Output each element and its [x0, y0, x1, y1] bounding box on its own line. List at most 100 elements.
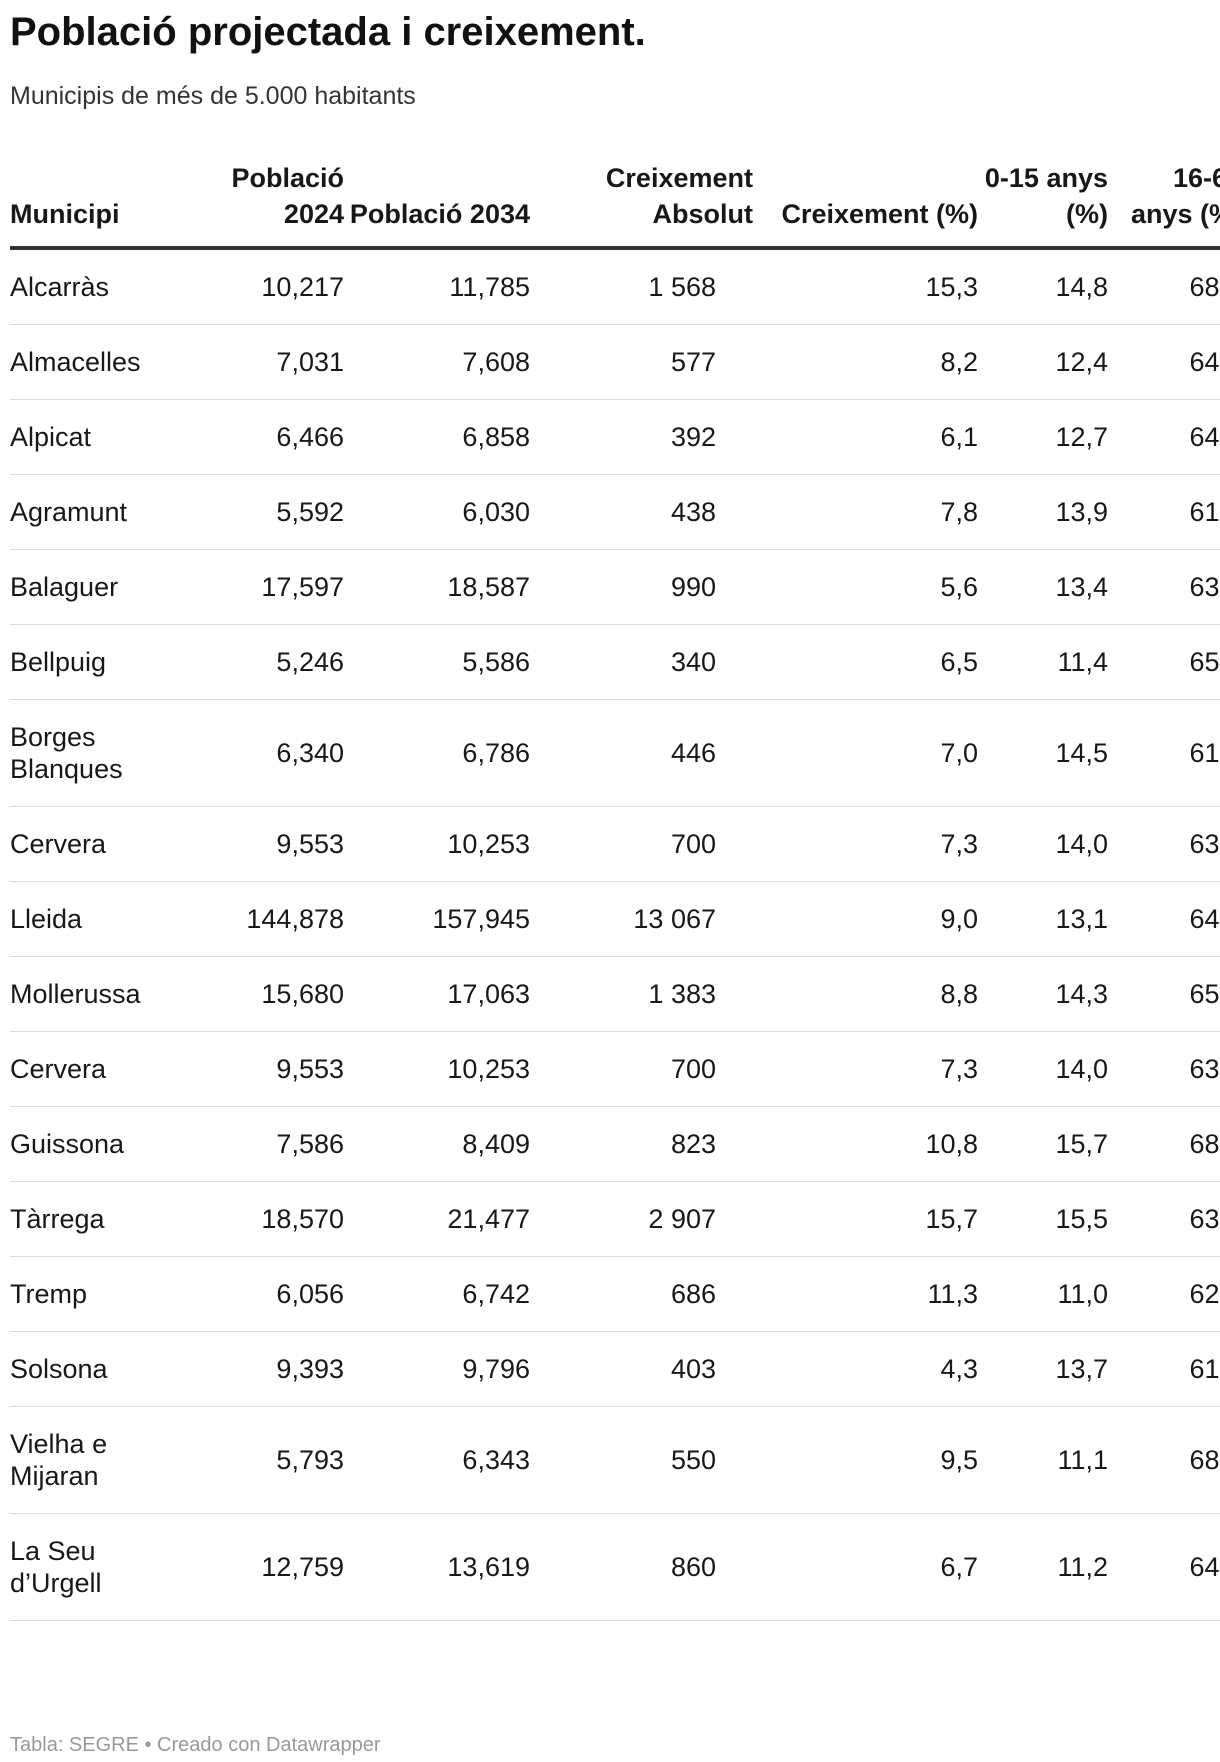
table-cell: 18,570: [170, 1181, 344, 1257]
table-cell: 9,796: [344, 1331, 530, 1407]
table-cell: 12,759: [170, 1513, 344, 1621]
table-cell: 61,7: [1108, 474, 1220, 550]
table-cell: 14,0: [978, 1031, 1108, 1107]
table-cell: 6,030: [344, 474, 530, 550]
footer: Tabla: SEGRE • Creado con Datawrapper: [10, 1734, 381, 1756]
column-header: Creixement Absolut: [530, 160, 753, 250]
table-cell: 4,3: [753, 1331, 978, 1407]
column-header: Població 2034: [344, 160, 530, 250]
table-cell: 21,477: [344, 1181, 530, 1257]
table-cell: 438: [530, 474, 753, 550]
table-cell: 823: [530, 1106, 753, 1182]
table-cell: 68,0: [1108, 1106, 1220, 1182]
table-cell: 7,031: [170, 324, 344, 400]
table-cell: 64,0: [1108, 1513, 1220, 1621]
table-cell: 11,3: [753, 1256, 978, 1332]
table-cell: 577: [530, 324, 753, 400]
table-cell: Balaguer: [10, 549, 170, 625]
table-cell: 550: [530, 1406, 753, 1514]
table-cell: Agramunt: [10, 474, 170, 550]
table-cell: 61,1: [1108, 699, 1220, 807]
table-cell: 65,2: [1108, 624, 1220, 700]
table-cell: 7,608: [344, 324, 530, 400]
table-cell: Tàrrega: [10, 1181, 170, 1257]
table-cell: 10,253: [344, 806, 530, 882]
table-cell: Lleida: [10, 881, 170, 957]
table-cell: 68,3: [1108, 1406, 1220, 1514]
table-cell: 8,8: [753, 956, 978, 1032]
table-cell: 63,7: [1108, 1181, 1220, 1257]
table-cell: 64,1: [1108, 399, 1220, 475]
table-cell: 8,2: [753, 324, 978, 400]
table-cell: 11,0: [978, 1256, 1108, 1332]
table-cell: Bellpuig: [10, 624, 170, 700]
table-cell: 8,409: [344, 1106, 530, 1182]
table-cell: 5,6: [753, 549, 978, 625]
table-cell: 1 568: [530, 248, 753, 325]
table-cell: 68,1: [1108, 248, 1220, 325]
table-cell: 2 907: [530, 1181, 753, 1257]
table-cell: 1 383: [530, 956, 753, 1032]
table-cell: 340: [530, 624, 753, 700]
table-cell: Borges Blanques: [10, 699, 170, 807]
table-cell: 9,5: [753, 1406, 978, 1514]
table-cell: 15,7: [978, 1106, 1108, 1182]
table-cell: 6,742: [344, 1256, 530, 1332]
title: Població projectada i creixement.: [10, 10, 646, 54]
table-cell: 12,4: [978, 324, 1108, 400]
table-cell: 5,586: [344, 624, 530, 700]
table-cell: 860: [530, 1513, 753, 1621]
table-cell: 64,4: [1108, 881, 1220, 957]
table-cell: 64,9: [1108, 324, 1220, 400]
table-cell: 7,3: [753, 806, 978, 882]
table-cell: Almacelles: [10, 324, 170, 400]
table-cell: 10,8: [753, 1106, 978, 1182]
table-cell: 13,1: [978, 881, 1108, 957]
table-row: La Seu d’Urgell12,75913,6198606,711,264,…: [10, 1513, 1220, 1621]
table-cell: 15,3: [753, 248, 978, 325]
column-header: Municipi: [10, 160, 170, 250]
table-cell: 14,8: [978, 248, 1108, 325]
table-cell: 13,7: [978, 1331, 1108, 1407]
table-cell: 13,619: [344, 1513, 530, 1621]
table-cell: 15,5: [978, 1181, 1108, 1257]
table-cell: 5,246: [170, 624, 344, 700]
table-cell: 12,7: [978, 399, 1108, 475]
table-cell: 9,393: [170, 1331, 344, 1407]
table-cell: 14,3: [978, 956, 1108, 1032]
table-cell: 6,858: [344, 399, 530, 475]
table-cell: 11,4: [978, 624, 1108, 700]
table-cell: 686: [530, 1256, 753, 1332]
table-cell: Cervera: [10, 1031, 170, 1107]
table-cell: 13,4: [978, 549, 1108, 625]
table-cell: 6,5: [753, 624, 978, 700]
table-cell: 11,785: [344, 248, 530, 325]
header-row: Municipi Població 2024 Població 2034 Creixe…: [10, 160, 1220, 250]
table-cell: 5,592: [170, 474, 344, 550]
table-cell: 63,0: [1108, 1031, 1220, 1107]
table-cell: 10,253: [344, 1031, 530, 1107]
table-cell: 6,343: [344, 1406, 530, 1514]
column-header: Creixement (%): [753, 160, 978, 250]
table-cell: 403: [530, 1331, 753, 1407]
table-cell: 392: [530, 399, 753, 475]
table-cell: 61,5: [1108, 1331, 1220, 1407]
table-cell: 11,1: [978, 1406, 1108, 1514]
table-cell: 6,340: [170, 699, 344, 807]
table-cell: 157,945: [344, 881, 530, 957]
table-cell: 13 067: [530, 881, 753, 957]
table-cell: 6,056: [170, 1256, 344, 1332]
table-cell: Guissona: [10, 1106, 170, 1182]
